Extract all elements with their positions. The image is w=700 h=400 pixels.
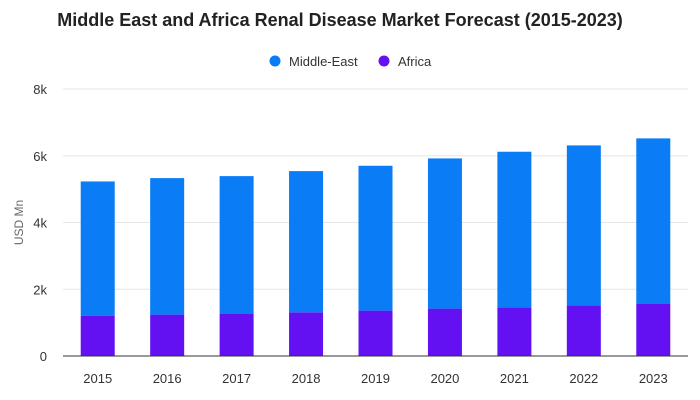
bar-middle-east-2016[interactable]	[150, 178, 185, 315]
x-tick-label: 2020	[430, 371, 459, 386]
legend-swatch	[378, 55, 390, 67]
legend-label: Africa	[398, 54, 432, 69]
y-tick-label: 6k	[33, 149, 47, 164]
bar-middle-east-2023[interactable]	[636, 138, 671, 304]
legend-swatch	[269, 55, 281, 67]
x-tick-label: 2023	[639, 371, 668, 386]
chart-title: Middle East and Africa Renal Disease Mar…	[57, 10, 623, 30]
bar-africa-2019[interactable]	[358, 310, 393, 356]
x-tick-label: 2017	[222, 371, 251, 386]
bar-africa-2015[interactable]	[80, 315, 115, 356]
bar-middle-east-2017[interactable]	[219, 176, 254, 314]
x-tick-label: 2022	[569, 371, 598, 386]
bar-africa-2016[interactable]	[150, 314, 185, 356]
bar-africa-2021[interactable]	[497, 307, 532, 356]
y-tick-label: 0	[40, 349, 47, 364]
bar-middle-east-2022[interactable]	[566, 145, 601, 306]
legend-item-middle-east[interactable]: Middle-East	[269, 54, 359, 69]
axis-labels: 0 2k 4k 6k 8k 2015 2016 2017 2018 2019 2020 2021 202…	[12, 82, 668, 386]
x-tick-label: 2015	[83, 371, 112, 386]
y-tick-label: 8k	[33, 82, 47, 97]
bar-middle-east-2019[interactable]	[358, 165, 393, 311]
legend: Middle-East Africa	[269, 54, 433, 69]
y-tick-label: 2k	[33, 282, 47, 297]
bar-africa-2022[interactable]	[566, 305, 601, 356]
bar-africa-2017[interactable]	[219, 313, 254, 356]
bar-africa-2023[interactable]	[636, 303, 671, 356]
y-axis-label: USD Mn	[12, 200, 26, 245]
y-tick-label: 4k	[33, 216, 47, 231]
bar-middle-east-2020[interactable]	[427, 158, 462, 309]
bar-middle-east-2015[interactable]	[80, 181, 115, 316]
legend-label: Middle-East	[289, 54, 358, 69]
bar-africa-2018[interactable]	[289, 312, 324, 356]
bar-middle-east-2018[interactable]	[289, 171, 324, 313]
x-tick-label: 2021	[500, 371, 529, 386]
bar-africa-2020[interactable]	[427, 308, 462, 356]
legend-item-africa[interactable]: Africa	[378, 54, 433, 69]
x-tick-label: 2019	[361, 371, 390, 386]
bar-middle-east-2021[interactable]	[497, 151, 532, 308]
x-tick-label: 2018	[292, 371, 321, 386]
bars	[80, 138, 671, 356]
x-tick-label: 2016	[153, 371, 182, 386]
